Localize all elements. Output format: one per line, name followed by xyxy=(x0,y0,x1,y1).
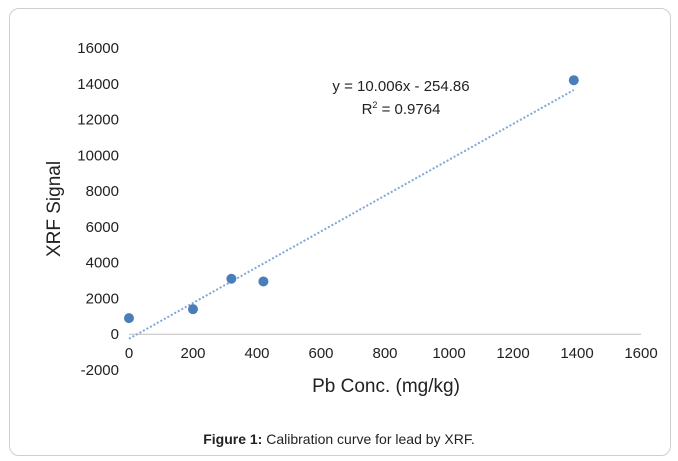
x-tick-label: 800 xyxy=(372,345,397,362)
caption-label: Figure 1: xyxy=(203,431,263,447)
data-point xyxy=(188,304,198,315)
y-tick-label: 4000 xyxy=(86,255,119,272)
x-axis-title: Pb Conc. (mg/kg) xyxy=(312,376,460,397)
x-axis-ticks: 0 200 400 600 800 1000 1200 1400 1600 xyxy=(125,345,658,362)
r-squared-value: = 0.9764 xyxy=(377,101,440,118)
y-tick-label: 12000 xyxy=(77,112,119,129)
y-tick-label: -2000 xyxy=(81,362,119,379)
data-point xyxy=(568,75,579,86)
y-axis-title: XRF Signal xyxy=(44,161,65,257)
x-tick-label: 200 xyxy=(180,345,205,362)
x-tick-label: 1200 xyxy=(496,345,529,362)
caption-text: Calibration curve for lead by XRF. xyxy=(262,431,475,447)
trendline xyxy=(128,89,575,340)
x-tick-label: 1400 xyxy=(560,345,593,362)
y-tick-label: 0 xyxy=(111,326,119,343)
x-tick-label: 1600 xyxy=(624,345,657,362)
y-tick-label: 6000 xyxy=(86,219,119,236)
y-tick-label: 10000 xyxy=(77,147,119,164)
trendline-equation: y = 10.006x - 254.86 xyxy=(332,78,469,95)
r-squared-exponent: 2 xyxy=(372,100,377,110)
y-tick-label: 16000 xyxy=(77,40,119,57)
r-squared-label: R2 = 0.9764 xyxy=(362,100,441,118)
data-points xyxy=(124,75,579,324)
figure-caption: Figure 1: Calibration curve for lead by … xyxy=(0,431,678,447)
x-tick-label: 1000 xyxy=(432,345,465,362)
y-tick-label: 8000 xyxy=(86,183,119,200)
x-tick-label: 600 xyxy=(308,345,333,362)
data-point xyxy=(124,313,134,324)
r-squared-symbol: R xyxy=(362,101,373,118)
data-point xyxy=(258,276,269,287)
y-axis-ticks: -2000 0 2000 4000 6000 8000 10000 12000 14000 160… xyxy=(77,40,119,379)
x-tick-label: 0 xyxy=(125,345,133,362)
x-tick-label: 400 xyxy=(244,345,269,362)
data-point xyxy=(226,273,237,284)
figure-frame xyxy=(9,8,671,456)
y-tick-label: 2000 xyxy=(86,290,119,307)
y-tick-label: 14000 xyxy=(77,76,119,93)
